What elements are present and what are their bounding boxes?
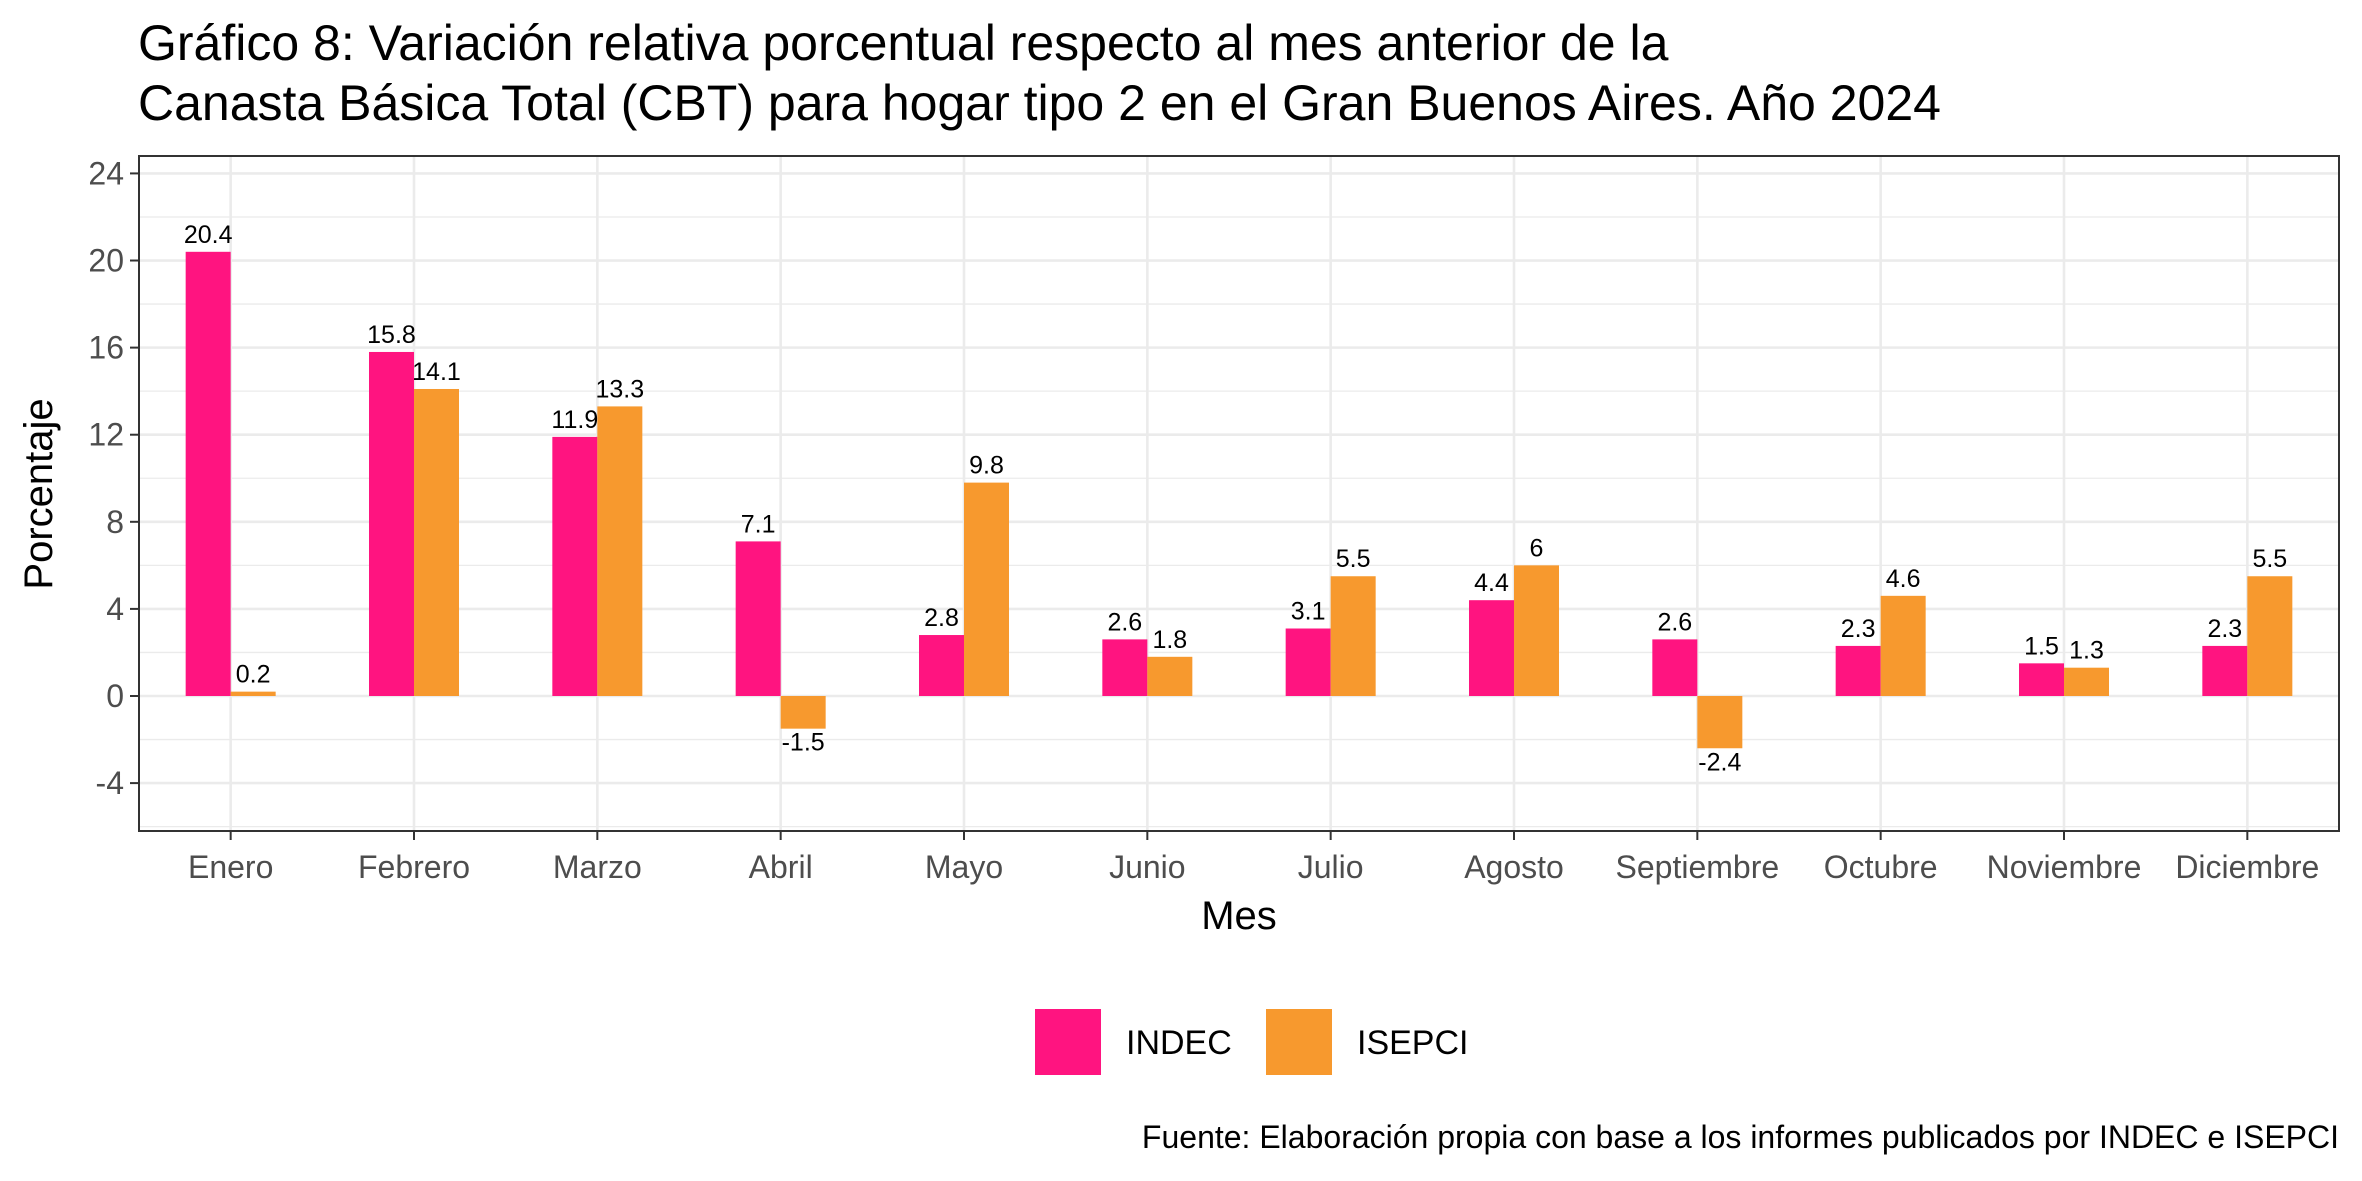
source-caption: Fuente: Elaboración propia con base a lo… [1142,1119,2339,1155]
y-tick-label: 12 [88,417,124,453]
bar-indec [369,351,414,696]
data-label-isepci: 1.3 [2069,637,2104,665]
data-label-indec: 4.4 [1474,569,1509,597]
bar-isepci [964,482,1009,696]
bar-isepci [414,388,459,696]
bar-isepci [1697,696,1743,749]
bar-isepci [2064,667,2109,696]
y-tick-label: 8 [106,504,124,540]
x-tick-label: Septiembre [1616,849,1780,885]
bar-indec [1102,639,1148,696]
y-tick-label: -4 [96,765,124,801]
bar-indec [2019,663,2064,696]
x-tick-label: Diciembre [2175,849,2319,885]
bar-indec [1652,639,1698,696]
legend-label-isepci: ISEPCI [1357,1024,1468,1062]
data-label-isepci: 9.8 [969,452,1004,480]
legend-swatch-indec [1035,1009,1101,1075]
x-tick-label: Mayo [925,849,1003,885]
data-label-indec: 2.6 [1107,608,1142,636]
bar-isepci [780,696,826,729]
chart-title: Gráfico 8: Variación relativa porcentual… [138,15,1941,131]
data-label-indec: 3.1 [1291,598,1326,626]
bar-isepci [2247,576,2293,696]
x-tick-label: Abril [749,849,813,885]
data-label-isepci: 13.3 [595,375,644,403]
data-label-isepci: 5.5 [1336,545,1371,573]
data-label-indec: 2.3 [2207,615,2242,643]
data-label-isepci: 6 [1530,534,1544,562]
x-axis: Enero Febrero Marzo Abril Mayo Junio Julio Agos… [188,831,2319,885]
y-tick-label: 24 [88,155,124,191]
data-label-isepci: -1.5 [782,729,825,757]
legend-swatch-isepci [1266,1009,1332,1075]
x-tick-label: Febrero [358,849,470,885]
x-tick-label: Noviembre [1987,849,2142,885]
data-labels: 20.4 15.8 11.9 7.1 2.8 2.6 3.1 4.4 2.6 2.3 1.5 2.3 0… [184,221,2287,776]
x-tick-label: Agosto [1464,849,1564,885]
data-label-isepci: 0.2 [236,661,271,689]
bar-indec [185,251,231,696]
x-tick-label: Marzo [553,849,642,885]
legend-label-indec: INDEC [1126,1024,1232,1062]
bar-isepci [1880,595,1926,696]
y-tick-label: 0 [106,678,124,714]
bar-indec [1469,600,1514,696]
bar-isepci [1514,565,1559,696]
bar-group [185,251,2293,749]
bar-indec [919,635,964,696]
bar-indec [1285,628,1331,696]
bar-isepci [230,691,276,696]
plot-border [138,155,2340,832]
data-label-isepci: 5.5 [2252,545,2287,573]
bar-indec [2202,645,2248,696]
x-tick-label: Junio [1109,849,1186,885]
y-axis: -4 0 4 8 12 16 20 24 [88,155,139,801]
bar-isepci [597,406,643,696]
data-label-indec: 15.8 [367,321,416,349]
chart-title-line-2: Canasta Básica Total (CBT) para hogar ti… [138,75,1941,131]
legend: INDEC ISEPCI [1035,1009,1468,1075]
bar-isepci [1330,576,1376,696]
data-label-indec: 7.1 [741,510,776,538]
data-label-isepci: 14.1 [412,358,461,386]
data-label-indec: 2.8 [924,604,959,632]
x-tick-label: Julio [1298,849,1364,885]
x-axis-title: Mes [1201,894,1277,938]
data-label-isepci: 4.6 [1886,565,1921,593]
bar-indec [552,436,598,696]
y-tick-label: 16 [88,330,124,366]
bar-indec [1835,645,1881,696]
x-tick-label: Octubre [1824,849,1938,885]
y-axis-title: Porcentaje [17,398,61,589]
y-tick-label: 4 [106,591,124,627]
data-label-indec: 11.9 [551,406,598,434]
bar-indec [735,541,781,696]
minor-gridlines [139,216,2339,828]
bar-isepci [1147,656,1193,696]
chart-title-line-1: Gráfico 8: Variación relativa porcentual… [138,15,1669,71]
data-label-indec: 20.4 [184,221,233,249]
data-label-isepci: -2.4 [1698,748,1741,776]
data-label-isepci: 1.8 [1152,626,1187,654]
data-label-indec: 2.3 [1841,615,1876,643]
plot-panel [139,156,2339,831]
data-label-indec: 1.5 [2024,632,2059,660]
y-tick-label: 20 [88,243,124,279]
data-label-indec: 2.6 [1657,608,1692,636]
x-tick-label: Enero [188,849,273,885]
